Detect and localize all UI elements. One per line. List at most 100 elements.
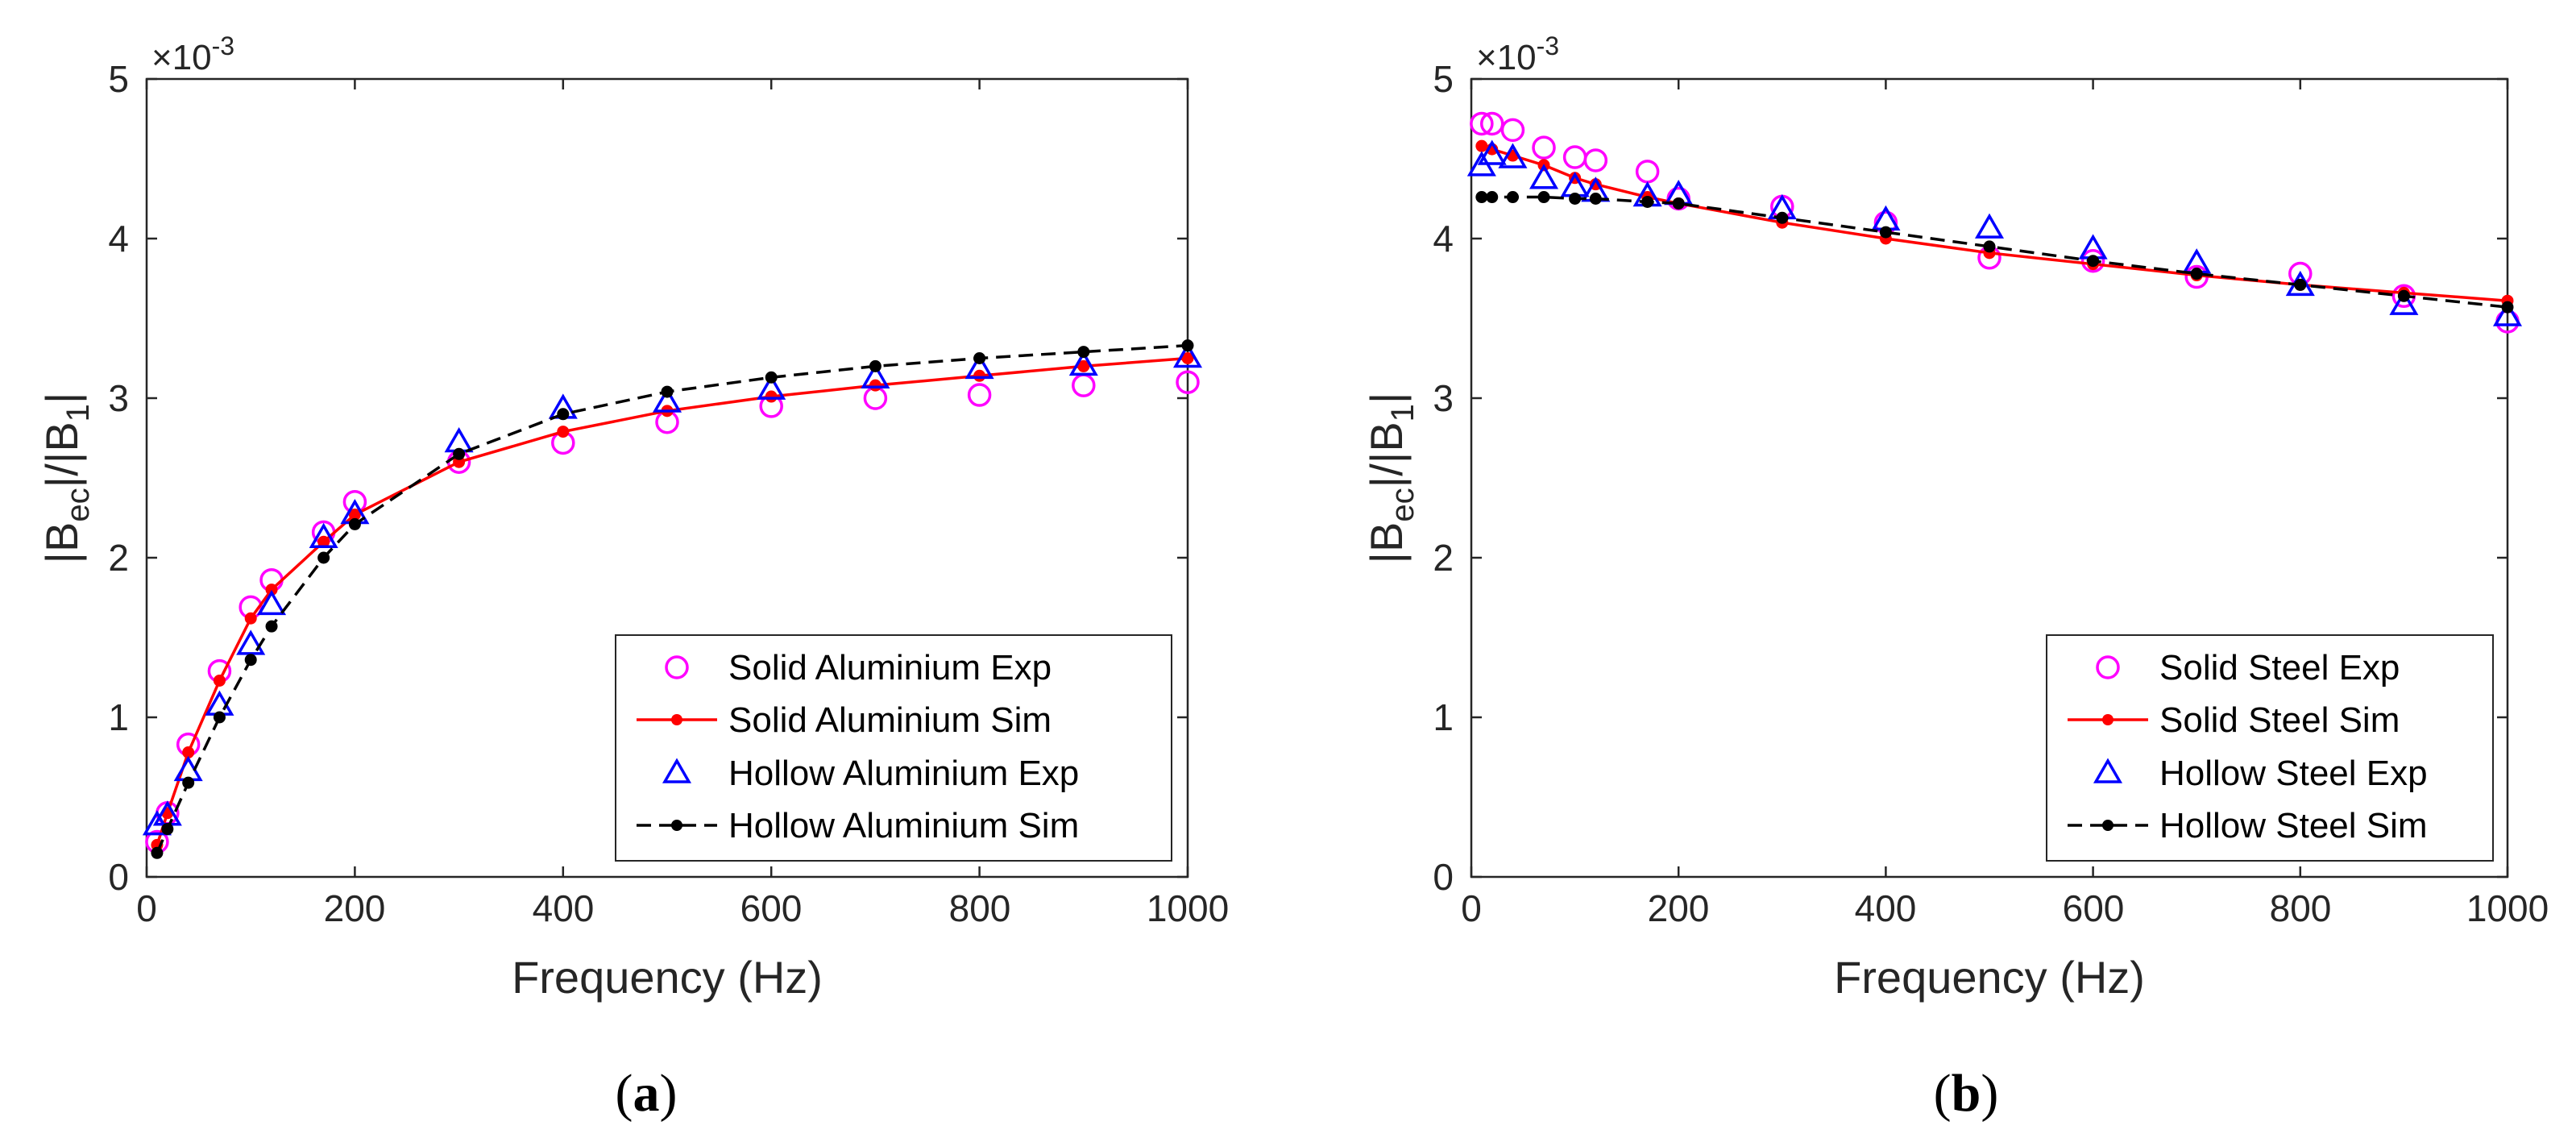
data-point	[2294, 278, 2307, 291]
legend-marker-solid-exp	[665, 655, 689, 679]
legend-label: Hollow Aluminium Sim	[728, 806, 1079, 845]
data-point	[2492, 301, 2523, 326]
data-point	[661, 385, 674, 398]
y-tick-label: 0	[108, 856, 129, 898]
legend-label: Solid Aluminium Exp	[728, 648, 1052, 687]
data-point	[1537, 191, 1550, 204]
data-point	[244, 612, 257, 625]
data-point	[765, 390, 778, 403]
x-tick-labels-a: 0 200 400 600 800 1000	[136, 887, 1229, 929]
data-point	[348, 509, 361, 521]
data-point	[757, 374, 786, 400]
legend-marker-solid-sim	[671, 714, 682, 725]
x-tick-label: 200	[324, 887, 386, 929]
data-point	[1583, 148, 1608, 172]
data-point	[557, 408, 570, 421]
data-point	[348, 517, 361, 530]
data-point	[2080, 248, 2105, 273]
series-hollow-steel-sim	[1475, 191, 2514, 314]
series-hollow-aluminium-sim	[151, 339, 1194, 859]
data-point	[265, 584, 278, 596]
data-point	[1974, 213, 2005, 239]
x-tick-label: 200	[1648, 887, 1710, 929]
legend-a: Solid Aluminium Exp Solid Aluminium Sim …	[615, 634, 1172, 862]
data-point	[1529, 164, 1559, 189]
legend-marker-hollow-exp	[2093, 758, 2123, 783]
data-point	[1879, 226, 1892, 239]
data-point	[973, 369, 986, 382]
y-tick-label: 5	[108, 58, 129, 100]
legend-marker-hollow-sim	[671, 820, 682, 831]
data-point	[1475, 191, 1488, 204]
legend-marker-hollow-sim	[2102, 820, 2113, 831]
x-tick-label: 1000	[2466, 887, 2549, 929]
data-point	[2389, 289, 2419, 315]
series-layer-a	[142, 339, 1203, 859]
y-axis-label-a: |Bec|/|B1|	[36, 393, 96, 564]
data-point	[1470, 111, 1494, 136]
x-tick-labels-b: 0 200 400 600 800 1000	[1461, 887, 2549, 929]
legend-marker-solid-exp	[2096, 655, 2120, 679]
data-point	[557, 426, 570, 438]
data-point	[213, 711, 226, 724]
data-point	[1181, 352, 1194, 364]
data-point	[182, 776, 195, 789]
subcaption-b: (b)	[1934, 1064, 1999, 1123]
legend-label: Solid Steel Sim	[2159, 700, 2400, 740]
panel-a: 0 200 400 600 800 1000 0 1 2 3 4 5 ×10-3…	[36, 31, 1229, 1123]
tick-marks-a	[145, 77, 1189, 879]
data-point	[652, 387, 682, 413]
y-tick-labels-b: 0 1 2 3 4 5	[1433, 58, 1454, 898]
data-point	[257, 589, 287, 616]
x-tick-label: 800	[2270, 887, 2332, 929]
data-point	[765, 371, 778, 384]
series-line-hollow-aluminium-sim	[156, 343, 1188, 854]
legend-label: Hollow Steel Exp	[2159, 754, 2428, 793]
panel-b: 0 200 400 600 800 1000 0 1 2 3 4 5 ×10-3…	[1361, 31, 2549, 1123]
data-point	[1776, 211, 1789, 224]
data-point	[1569, 193, 1582, 205]
legend-label: Hollow Aluminium Exp	[728, 754, 1079, 793]
x-axis-label-b: Frequency (Hz)	[1834, 952, 2145, 1003]
data-point	[1475, 139, 1488, 152]
data-point	[967, 383, 992, 407]
y-tick-label: 4	[108, 218, 129, 260]
x-tick-label: 400	[533, 887, 595, 929]
data-point	[213, 674, 226, 687]
y-tick-label: 5	[1433, 58, 1454, 100]
data-point	[161, 823, 174, 836]
series-hollow-aluminium-exp	[142, 342, 1203, 836]
data-point	[1077, 346, 1090, 359]
subcaption-a: (a)	[616, 1064, 678, 1123]
y-axis-label-b: |Bec|/|B1|	[1361, 393, 1421, 564]
data-point	[869, 359, 881, 372]
x-tick-label: 400	[1855, 887, 1917, 929]
x-tick-label: 1000	[1147, 887, 1229, 929]
y-exponent-a: ×10-3	[151, 31, 234, 77]
x-tick-label: 0	[136, 887, 157, 929]
legend-label: Hollow Steel Sim	[2159, 806, 2428, 845]
legend-marker-solid-sim	[2102, 714, 2113, 725]
data-point	[2087, 255, 2100, 268]
data-point	[1589, 193, 1602, 205]
data-point	[1641, 195, 1654, 208]
data-point	[861, 363, 890, 388]
data-point	[1172, 342, 1203, 368]
data-point	[869, 379, 881, 392]
y-tick-label: 4	[1433, 218, 1454, 260]
y-tick-labels-a: 0 1 2 3 4 5	[108, 58, 129, 898]
data-point	[1672, 197, 1685, 210]
legend-box	[2046, 634, 2494, 862]
data-point	[2397, 289, 2410, 302]
y-tick-label: 3	[108, 377, 129, 419]
legend-marker-hollow-exp	[662, 758, 692, 783]
y-tick-label: 3	[1433, 377, 1454, 419]
series-line-hollow-steel-sim	[1481, 195, 2508, 309]
data-point	[317, 535, 330, 548]
legend-label: Solid Steel Exp	[2159, 648, 2400, 687]
data-point	[1176, 370, 1200, 394]
x-axis-label-a: Frequency (Hz)	[512, 952, 823, 1003]
legend-box	[615, 634, 1172, 862]
data-point	[1532, 135, 1556, 160]
